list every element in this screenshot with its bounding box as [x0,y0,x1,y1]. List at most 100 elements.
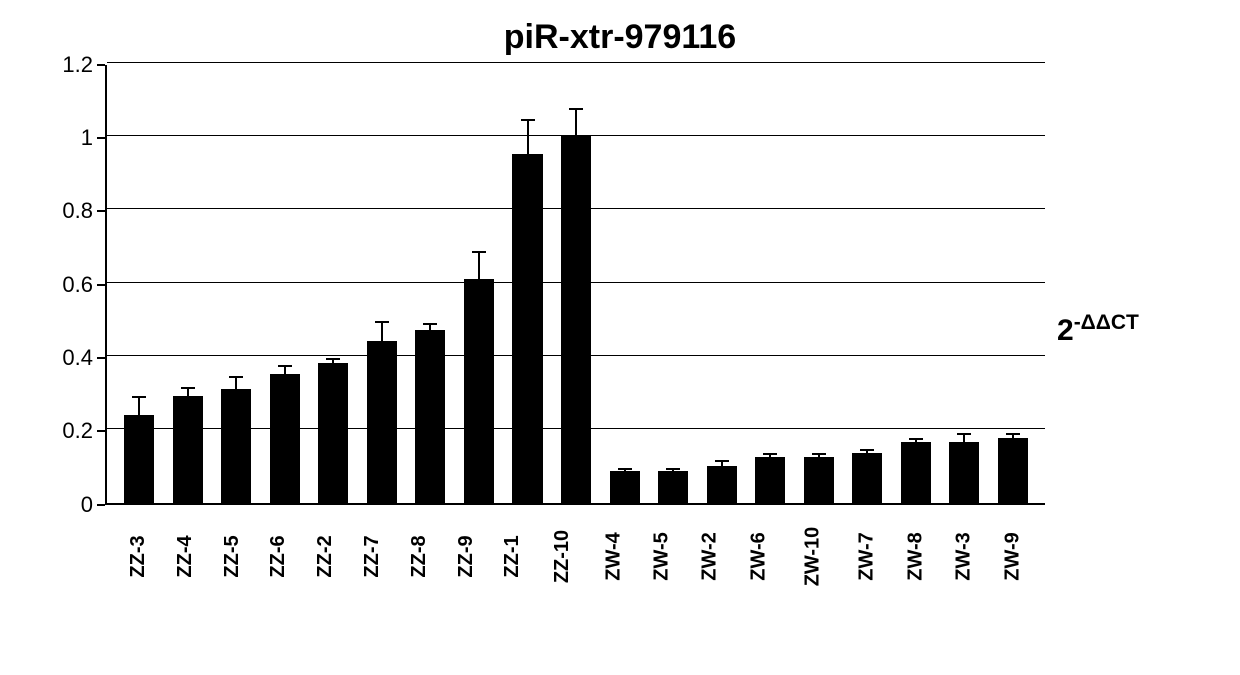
error-cap [229,376,243,378]
error-bar [915,440,917,442]
error-cap [909,438,923,440]
error-bar [624,470,626,472]
error-cap [375,321,389,323]
x-tick-label: ZZ-9 [454,533,477,580]
bar-slot [794,65,843,503]
y-tick-mark [97,430,105,432]
error-bar [1012,435,1014,439]
bar-slot [212,65,261,503]
bar-slot [552,65,601,503]
x-tick-label: ZW-10 [802,526,825,586]
bar-slot [600,65,649,503]
error-bar [429,325,431,331]
bar [901,442,931,503]
y-tick-label: 0.8 [62,198,93,224]
error-bar [721,462,723,466]
error-cap [569,108,583,110]
bar [415,330,445,502]
bar [707,466,737,503]
bar [755,457,785,503]
error-cap [812,453,826,455]
x-tick-label: ZW-2 [699,532,722,580]
error-bar [235,378,237,389]
bar-slot [940,65,989,503]
bar [658,471,688,502]
bars-container [107,65,1045,503]
error-bar [769,455,771,457]
bar [270,374,300,502]
bar-slot [843,65,892,503]
error-cap [423,323,437,325]
bar-slot [164,65,213,503]
y-axis: 00.20.40.60.811.2 [45,65,105,505]
bar [998,438,1028,502]
error-bar [284,367,286,374]
bar [804,457,834,503]
x-tick-label: ZW-6 [748,532,771,580]
y-tick-mark [97,64,105,66]
y-tick-label: 0.6 [62,272,93,298]
x-tick-label: ZZ-7 [361,533,384,580]
gridline [107,428,1045,429]
error-cap [326,358,340,360]
gridline [107,355,1045,356]
y-tick-mark [97,210,105,212]
error-bar [527,121,529,154]
x-tick-label: ZZ-6 [267,533,290,580]
gridline [107,62,1045,63]
bar-slot [649,65,698,503]
x-tick-label: ZW-5 [651,532,674,580]
gridline [107,208,1045,209]
y-tick-mark [97,357,105,359]
error-bar [575,110,577,136]
error-bar [818,455,820,457]
plot-area: 00.20.40.60.811.2 ZZ-3ZZ-4ZZ-5ZZ-6ZZ-2ZZ… [45,65,1195,505]
bar [852,453,882,503]
error-bar [866,451,868,453]
error-cap [715,460,729,462]
bar-slot [309,65,358,503]
y-tick-label: 0 [81,492,93,518]
error-cap [618,468,632,470]
error-cap [132,396,146,398]
x-tick-label: ZW-4 [602,532,625,580]
bar-chart: piR-xtr-979116 00.20.40.60.811.2 ZZ-3ZZ-… [45,18,1195,658]
error-bar [381,323,383,341]
bar-slot [115,65,164,503]
x-tick-label: ZW-8 [904,532,927,580]
bar-slot [261,65,310,503]
y-tick-mark [97,504,105,506]
x-tick-label: ZZ-8 [408,533,431,580]
x-tick-label: ZZ-4 [174,533,197,580]
bar [512,154,542,502]
bar [173,396,203,502]
bar [561,136,591,503]
error-cap [666,468,680,470]
bar-slot [989,65,1038,503]
x-tick-label: ZZ-10 [551,529,574,582]
error-cap [763,453,777,455]
bar [221,389,251,503]
error-cap [181,387,195,389]
error-bar [963,435,965,442]
bar-slot [697,65,746,503]
bar [949,442,979,503]
error-bar [187,389,189,396]
y-tick-mark [97,284,105,286]
x-tick-label: ZW-3 [953,532,976,580]
bar-slot [503,65,552,503]
error-bar [478,253,480,279]
error-cap [1006,433,1020,435]
side-axis-label: 2-ΔΔCT [1057,311,1139,348]
error-cap [860,449,874,451]
x-axis-labels: ZZ-3ZZ-4ZZ-5ZZ-6ZZ-2ZZ-7ZZ-8ZZ-9ZZ-1ZZ-1… [107,545,1045,568]
error-bar [332,360,334,363]
x-tick-label: ZZ-1 [501,533,524,580]
y-tick-label: 0.2 [62,418,93,444]
gridline [107,282,1045,283]
y-tick-label: 1.2 [62,52,93,78]
chart-body: ZZ-3ZZ-4ZZ-5ZZ-6ZZ-2ZZ-7ZZ-8ZZ-9ZZ-1ZZ-1… [105,65,1045,505]
bar-slot [455,65,504,503]
y-tick-label: 0.4 [62,345,93,371]
x-tick-label: ZZ-3 [127,533,150,580]
